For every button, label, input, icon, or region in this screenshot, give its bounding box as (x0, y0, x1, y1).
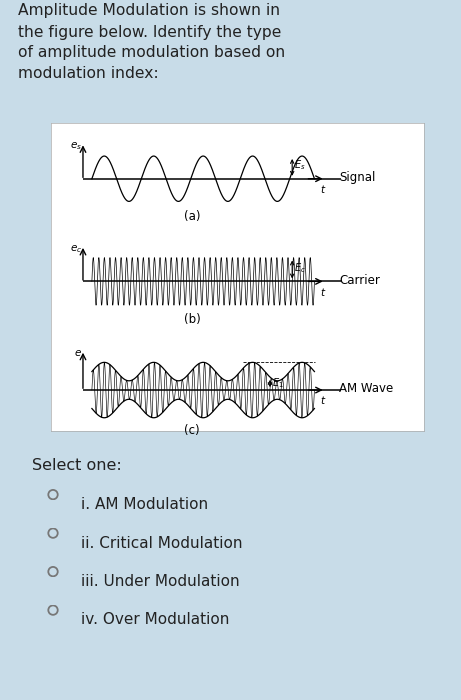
Text: Signal: Signal (339, 171, 375, 183)
Text: Carrier: Carrier (339, 274, 380, 286)
Text: $E_c$: $E_c$ (295, 261, 306, 275)
Text: i. AM Modulation: i. AM Modulation (81, 497, 208, 512)
Text: $t$: $t$ (320, 394, 326, 407)
Text: (c): (c) (184, 424, 200, 437)
Text: Select one:: Select one: (32, 458, 122, 473)
Text: $e_s$: $e_s$ (70, 140, 82, 152)
Text: iii. Under Modulation: iii. Under Modulation (81, 574, 239, 589)
Text: iv. Over Modulation: iv. Over Modulation (81, 612, 229, 627)
Text: Amplitude Modulation is shown in
the figure below. Identify the type
of amplitud: Amplitude Modulation is shown in the fig… (18, 4, 286, 81)
Text: $e_c$: $e_c$ (70, 243, 82, 255)
Text: (a): (a) (184, 211, 200, 223)
Text: $t$: $t$ (320, 286, 326, 298)
Text: AM Wave: AM Wave (339, 382, 393, 396)
Text: $E_s$: $E_s$ (295, 158, 306, 172)
Text: $e$: $e$ (74, 348, 82, 358)
Text: $t$: $t$ (320, 183, 326, 195)
Text: $E_1$: $E_1$ (272, 376, 284, 390)
Text: (b): (b) (183, 313, 201, 326)
Text: ii. Critical Modulation: ii. Critical Modulation (81, 536, 242, 550)
